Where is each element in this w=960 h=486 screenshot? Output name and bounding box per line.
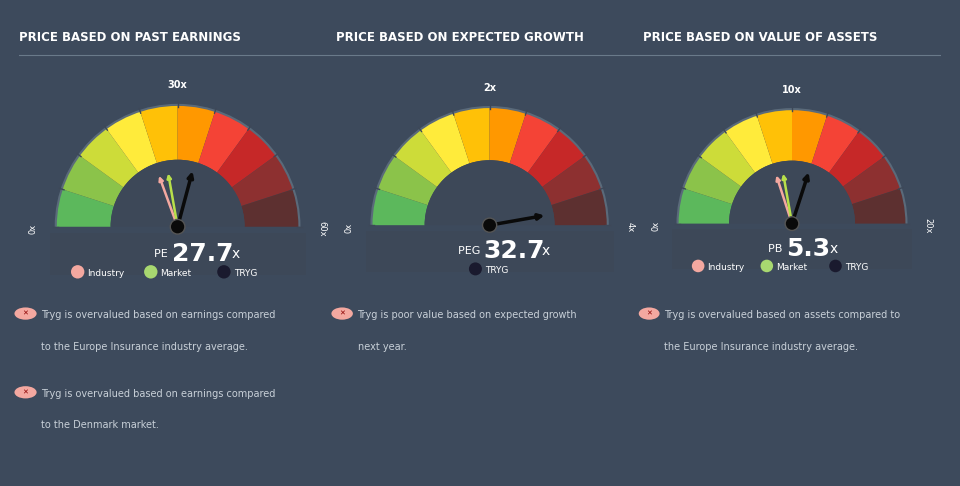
Text: to the Denmark market.: to the Denmark market. — [41, 420, 159, 430]
Text: x: x — [231, 246, 239, 260]
Wedge shape — [61, 155, 124, 206]
Text: 5.3: 5.3 — [786, 237, 830, 261]
Wedge shape — [79, 128, 138, 188]
Text: TRYG: TRYG — [845, 262, 868, 272]
Text: Tryg is overvalued based on earnings compared: Tryg is overvalued based on earnings com… — [41, 389, 276, 399]
Wedge shape — [178, 105, 215, 163]
Text: next year.: next year. — [357, 342, 406, 351]
Circle shape — [144, 265, 157, 278]
Text: 0x: 0x — [652, 221, 660, 231]
Text: Market: Market — [776, 262, 807, 272]
Text: PRICE BASED ON PAST EARNINGS: PRICE BASED ON PAST EARNINGS — [19, 32, 241, 44]
Text: ✕: ✕ — [23, 311, 29, 316]
Circle shape — [468, 262, 482, 276]
Circle shape — [217, 265, 230, 278]
Circle shape — [71, 265, 84, 278]
Wedge shape — [829, 131, 884, 187]
Polygon shape — [672, 229, 912, 269]
Wedge shape — [199, 111, 250, 173]
Wedge shape — [542, 156, 602, 205]
Text: x: x — [541, 244, 550, 258]
Wedge shape — [241, 189, 300, 227]
Polygon shape — [366, 231, 613, 273]
Wedge shape — [792, 109, 828, 164]
Wedge shape — [510, 113, 559, 173]
Wedge shape — [684, 156, 741, 204]
Wedge shape — [106, 111, 156, 173]
Text: PE: PE — [155, 248, 172, 259]
Circle shape — [170, 220, 185, 234]
Text: 10x: 10x — [782, 86, 802, 95]
Circle shape — [785, 217, 799, 230]
Wedge shape — [729, 161, 855, 224]
Wedge shape — [56, 189, 114, 227]
Wedge shape — [675, 224, 909, 340]
Text: PRICE BASED ON VALUE OF ASSETS: PRICE BASED ON VALUE OF ASSETS — [643, 32, 877, 44]
Circle shape — [331, 308, 353, 320]
Text: 30x: 30x — [168, 80, 187, 90]
Text: x: x — [829, 242, 838, 256]
Text: the Europe Insurance industry average.: the Europe Insurance industry average. — [664, 342, 858, 351]
Circle shape — [760, 260, 773, 272]
Text: 60x: 60x — [318, 221, 326, 237]
Wedge shape — [678, 188, 732, 224]
Text: Market: Market — [160, 269, 192, 278]
Wedge shape — [377, 156, 437, 205]
Text: PRICE BASED ON EXPECTED GROWTH: PRICE BASED ON EXPECTED GROWTH — [336, 32, 584, 44]
Text: 27.7: 27.7 — [172, 242, 233, 265]
Text: Tryg is overvalued based on assets compared to: Tryg is overvalued based on assets compa… — [664, 310, 900, 320]
Text: Industry: Industry — [87, 269, 125, 278]
Wedge shape — [725, 115, 773, 173]
Text: Tryg is overvalued based on earnings compared: Tryg is overvalued based on earnings com… — [41, 310, 276, 320]
Circle shape — [829, 260, 842, 272]
Wedge shape — [700, 131, 755, 187]
Circle shape — [483, 218, 496, 232]
Wedge shape — [231, 155, 294, 206]
Circle shape — [692, 260, 705, 272]
Text: 20x: 20x — [924, 218, 932, 234]
Wedge shape — [217, 128, 276, 188]
Text: ✕: ✕ — [646, 311, 652, 316]
Text: 0x: 0x — [29, 224, 37, 234]
Text: ✕: ✕ — [339, 311, 345, 316]
Wedge shape — [140, 105, 178, 163]
Wedge shape — [453, 107, 490, 163]
Text: 32.7: 32.7 — [484, 239, 545, 263]
Text: Tryg is poor value based on expected growth: Tryg is poor value based on expected gro… — [357, 310, 577, 320]
Text: PB: PB — [768, 244, 786, 254]
Wedge shape — [372, 189, 428, 225]
Text: 2x: 2x — [483, 83, 496, 93]
Wedge shape — [756, 109, 792, 164]
Wedge shape — [843, 156, 900, 204]
Wedge shape — [811, 115, 859, 173]
Wedge shape — [490, 107, 526, 163]
Text: PEG: PEG — [458, 246, 484, 256]
Text: 4x: 4x — [626, 223, 635, 233]
Text: 0x: 0x — [345, 223, 353, 233]
Text: Industry: Industry — [708, 262, 745, 272]
Text: TRYG: TRYG — [233, 269, 257, 278]
Wedge shape — [420, 113, 469, 173]
Circle shape — [14, 308, 36, 320]
Wedge shape — [424, 160, 555, 225]
Text: to the Europe Insurance industry average.: to the Europe Insurance industry average… — [41, 342, 249, 351]
Wedge shape — [528, 130, 586, 187]
Wedge shape — [394, 130, 451, 187]
Text: TRYG: TRYG — [485, 265, 508, 275]
Wedge shape — [852, 188, 906, 224]
Wedge shape — [54, 227, 301, 351]
Text: ✕: ✕ — [23, 389, 29, 395]
Circle shape — [14, 386, 36, 399]
Polygon shape — [50, 233, 305, 276]
Wedge shape — [369, 225, 611, 346]
Circle shape — [638, 308, 660, 320]
Wedge shape — [551, 189, 608, 225]
Wedge shape — [110, 160, 245, 227]
